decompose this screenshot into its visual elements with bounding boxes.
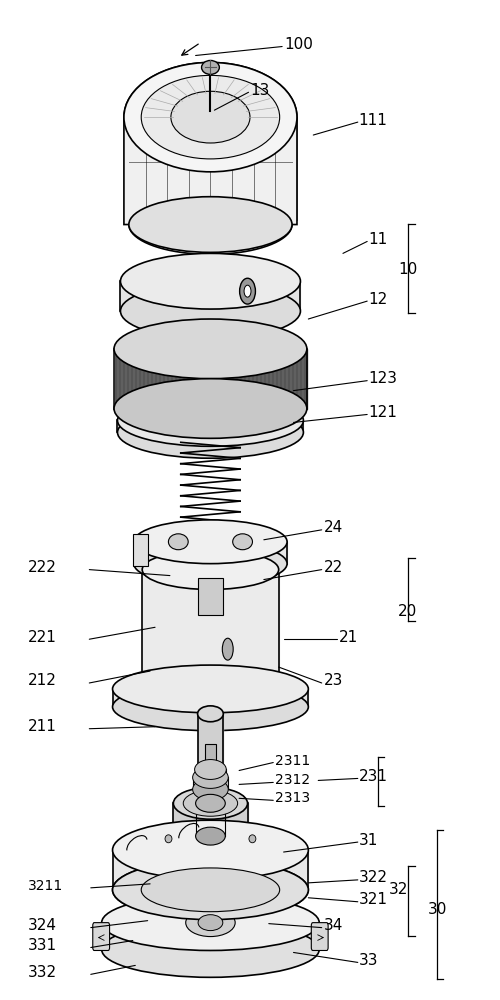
Text: 31: 31	[359, 833, 378, 848]
Text: 322: 322	[359, 870, 388, 885]
Ellipse shape	[194, 767, 226, 786]
Ellipse shape	[118, 407, 304, 458]
Text: 2312: 2312	[274, 773, 310, 787]
Ellipse shape	[120, 253, 300, 309]
Text: 111: 111	[359, 113, 388, 128]
Ellipse shape	[168, 534, 188, 550]
Ellipse shape	[196, 794, 226, 812]
Ellipse shape	[112, 860, 308, 920]
Ellipse shape	[142, 550, 278, 589]
Text: 10: 10	[398, 262, 417, 277]
Ellipse shape	[134, 542, 287, 586]
Text: 222: 222	[28, 560, 56, 575]
Ellipse shape	[114, 379, 307, 438]
Ellipse shape	[194, 760, 226, 779]
FancyBboxPatch shape	[312, 923, 328, 950]
Ellipse shape	[112, 860, 308, 920]
Text: 324: 324	[28, 918, 56, 933]
Ellipse shape	[165, 835, 172, 843]
Ellipse shape	[171, 91, 250, 143]
Ellipse shape	[183, 790, 238, 816]
Text: 2311: 2311	[274, 754, 310, 768]
Text: 221: 221	[28, 630, 56, 645]
Ellipse shape	[198, 766, 224, 781]
Ellipse shape	[112, 820, 308, 880]
Ellipse shape	[120, 283, 300, 339]
Ellipse shape	[141, 828, 280, 872]
Text: 332: 332	[28, 965, 56, 980]
Ellipse shape	[222, 638, 233, 660]
Ellipse shape	[198, 706, 224, 722]
Ellipse shape	[141, 75, 280, 159]
Text: 212: 212	[28, 673, 56, 688]
Ellipse shape	[141, 868, 280, 912]
Polygon shape	[124, 62, 297, 254]
FancyBboxPatch shape	[93, 923, 110, 950]
Ellipse shape	[102, 922, 319, 977]
Text: 3211: 3211	[28, 879, 63, 893]
Text: 32: 32	[388, 882, 408, 897]
Text: 11: 11	[368, 232, 388, 247]
Ellipse shape	[174, 787, 248, 819]
Ellipse shape	[142, 671, 278, 711]
Text: 321: 321	[359, 892, 388, 907]
Text: 22: 22	[324, 560, 344, 575]
Ellipse shape	[186, 909, 235, 937]
Ellipse shape	[142, 669, 278, 709]
Bar	[205, 744, 216, 769]
Text: 231: 231	[359, 769, 388, 784]
Ellipse shape	[112, 665, 308, 713]
Ellipse shape	[124, 62, 297, 172]
Text: 24: 24	[324, 520, 344, 535]
Ellipse shape	[118, 395, 304, 446]
Ellipse shape	[192, 778, 228, 800]
Text: 33: 33	[359, 953, 378, 968]
Text: 123: 123	[368, 371, 398, 386]
Ellipse shape	[102, 895, 319, 950]
Ellipse shape	[202, 60, 220, 74]
Ellipse shape	[112, 683, 308, 731]
Text: 12: 12	[368, 292, 388, 307]
Ellipse shape	[249, 835, 256, 843]
Text: 211: 211	[28, 719, 56, 734]
Ellipse shape	[244, 285, 251, 297]
Text: 21: 21	[339, 630, 358, 645]
Ellipse shape	[129, 197, 292, 252]
Bar	[133, 534, 148, 566]
Ellipse shape	[166, 835, 255, 865]
Text: 13: 13	[250, 83, 270, 98]
Ellipse shape	[240, 278, 256, 304]
Text: 2313: 2313	[274, 791, 310, 805]
Ellipse shape	[198, 915, 223, 931]
Text: 30: 30	[428, 902, 448, 917]
Ellipse shape	[114, 319, 307, 379]
Text: 20: 20	[398, 604, 417, 619]
Text: 23: 23	[324, 673, 344, 688]
Text: 100: 100	[284, 37, 314, 52]
Text: 121: 121	[368, 405, 398, 420]
Ellipse shape	[196, 827, 226, 845]
Ellipse shape	[174, 820, 248, 852]
Text: 34: 34	[324, 918, 344, 933]
Ellipse shape	[232, 534, 252, 550]
Ellipse shape	[134, 520, 287, 564]
Text: 331: 331	[28, 938, 56, 953]
Ellipse shape	[192, 767, 228, 788]
Bar	[198, 578, 223, 615]
